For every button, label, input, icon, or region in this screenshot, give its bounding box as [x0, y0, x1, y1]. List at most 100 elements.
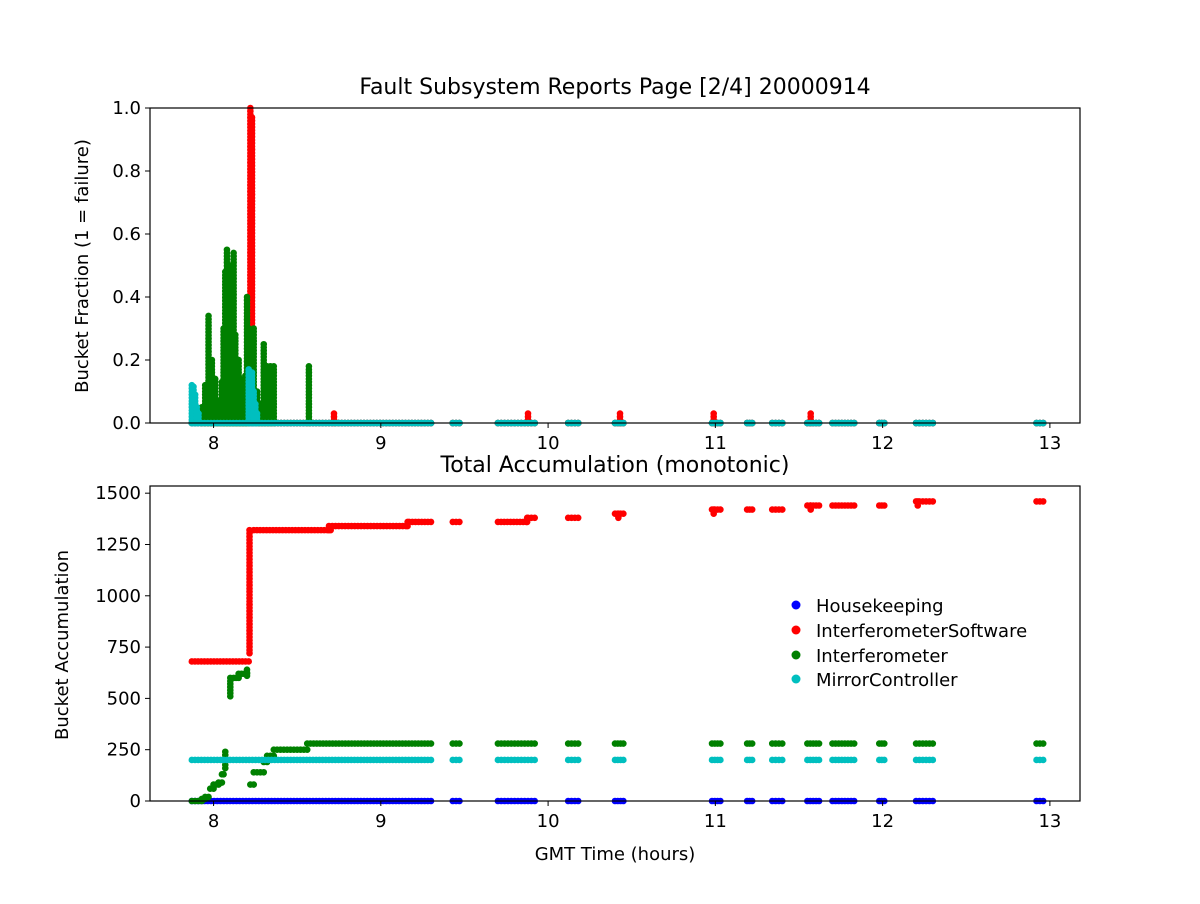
top-chart-x-tick-label: 13 — [1038, 433, 1061, 454]
bottom-chart-point — [427, 740, 435, 747]
bottom-chart-series-Interferometer — [188, 666, 1047, 805]
bottom-chart-point — [243, 666, 251, 673]
bottom-chart-point — [717, 506, 724, 513]
top-chart-x-tick-label: 12 — [871, 433, 894, 454]
bottom-chart-point — [523, 514, 531, 522]
bottom-chart-point — [881, 502, 888, 509]
legend-marker-interferometer — [791, 650, 801, 660]
bottom-chart-point — [218, 779, 226, 786]
bottom-chart-frame — [149, 485, 1081, 802]
top-chart-point — [616, 410, 624, 417]
bottom-chart-y-tick-label: 1500 — [95, 483, 141, 504]
bottom-chart-series-InterferometerSoftware — [188, 498, 1047, 665]
bottom-chart-point — [615, 510, 622, 517]
bottom-chart-point — [815, 740, 823, 747]
top-chart-y-tick-label: 1.0 — [112, 98, 141, 119]
bottom-chart-point — [404, 518, 411, 526]
top-chart-y-tick-label: 0.0 — [112, 413, 141, 434]
top-chart-x-ticks: 8 9 10 11 12 13 — [208, 423, 1061, 454]
top-chart-point — [230, 249, 237, 257]
legend: Housekeeping InterferometerSoftware Inte… — [791, 596, 1027, 691]
bottom-chart-point — [250, 781, 258, 788]
top-chart-point — [211, 375, 219, 383]
bottom-chart-y-tick-label: 1000 — [95, 586, 141, 607]
bottom-chart-point — [850, 502, 858, 509]
bottom-chart-title: Total Accumulation (monotonic) — [440, 453, 790, 478]
legend-label-mirror-controller: MirrorController — [816, 670, 958, 691]
bottom-chart-point — [531, 740, 539, 747]
bottom-chart-point — [929, 756, 937, 764]
bottom-chart-point — [815, 756, 823, 764]
top-chart-y-tick-label: 0.6 — [112, 224, 141, 245]
bottom-chart-point — [205, 793, 212, 801]
legend-label-housekeeping: Housekeeping — [816, 596, 944, 617]
bottom-chart-y-tick-label: 500 — [107, 688, 141, 709]
bottom-chart: 8 9 10 11 12 13 0 250 500 750 1000 1250 1500 Total … — [52, 453, 1081, 865]
bottom-chart-y-tick-label: 0 — [130, 791, 141, 812]
top-chart-point — [248, 114, 256, 121]
top-chart-point — [243, 293, 251, 301]
bottom-chart-point — [427, 756, 435, 764]
bottom-chart-point — [325, 522, 333, 530]
top-chart-point — [253, 410, 261, 417]
top-chart-point — [260, 340, 268, 348]
bottom-chart-series-Housekeeping — [188, 797, 1047, 805]
top-chart-point — [250, 388, 258, 395]
bottom-chart-point — [850, 740, 858, 747]
top-chart-point — [205, 312, 212, 320]
bottom-chart-x-tick-label: 11 — [704, 811, 727, 832]
bottom-chart-point — [929, 498, 937, 505]
bottom-chart-points — [188, 498, 1047, 805]
legend-label-interferometer-software: InterferometerSoftware — [816, 621, 1027, 642]
top-chart: 8 9 10 11 12 13 0.0 0.2 0.4 0.6 0.8 1.0 Fault Subs… — [72, 75, 1081, 454]
bottom-chart-point — [456, 756, 463, 764]
bottom-chart-x-tick-label: 8 — [208, 811, 219, 832]
top-chart-point — [250, 325, 258, 332]
bottom-chart-point — [427, 518, 435, 526]
bottom-chart-point — [246, 526, 253, 534]
top-chart-point — [245, 325, 252, 332]
bottom-chart-series-MirrorController — [188, 756, 1047, 764]
bottom-chart-point — [1039, 740, 1047, 747]
top-chart-point — [193, 403, 201, 411]
top-chart-x-tick-label: 10 — [537, 433, 560, 454]
bottom-chart-point — [1039, 498, 1047, 505]
bottom-chart-point — [778, 506, 786, 513]
top-chart-point — [237, 375, 244, 383]
top-chart-series-MirrorController — [188, 366, 1047, 427]
top-chart-frame — [149, 107, 1081, 424]
top-chart-x-tick-label: 8 — [208, 433, 219, 454]
top-chart-y-tick-label: 0.8 — [112, 161, 141, 182]
bottom-chart-x-tick-label: 10 — [537, 811, 560, 832]
bottom-chart-point — [914, 498, 922, 505]
bottom-chart-x-axis-label: GMT Time (hours) — [535, 844, 696, 865]
bottom-chart-point — [531, 514, 539, 522]
bottom-chart-point — [748, 506, 756, 513]
bottom-chart-y-axis-label: Bucket Accumulation — [52, 550, 73, 740]
top-chart-point — [270, 363, 278, 370]
bottom-chart-point — [881, 740, 888, 747]
top-chart-point — [330, 410, 338, 417]
top-chart-point — [710, 410, 717, 417]
bottom-chart-point — [245, 658, 252, 665]
bottom-chart-point — [815, 502, 823, 509]
top-chart-y-tick-label: 0.4 — [112, 287, 141, 308]
top-chart-x-tick-label: 9 — [375, 433, 386, 454]
legend-label-interferometer: Interferometer — [816, 646, 948, 667]
legend-marker-mirror-controller — [791, 674, 801, 684]
bottom-chart-y-tick-label: 750 — [107, 637, 141, 658]
bottom-chart-point — [1039, 756, 1047, 764]
bottom-chart-point — [929, 740, 937, 747]
bottom-chart-point — [574, 514, 582, 522]
legend-marker-interferometer-software — [791, 625, 801, 635]
bottom-chart-x-tick-label: 13 — [1038, 811, 1061, 832]
top-chart-point — [524, 410, 532, 417]
bottom-chart-y-tick-label: 250 — [107, 740, 141, 761]
bottom-chart-point — [778, 756, 786, 764]
bottom-chart-y-ticks: 0 250 500 750 1000 1250 1500 — [95, 483, 150, 812]
top-chart-point — [191, 391, 199, 398]
bottom-chart-point — [456, 518, 463, 526]
bottom-chart-point — [226, 674, 234, 682]
